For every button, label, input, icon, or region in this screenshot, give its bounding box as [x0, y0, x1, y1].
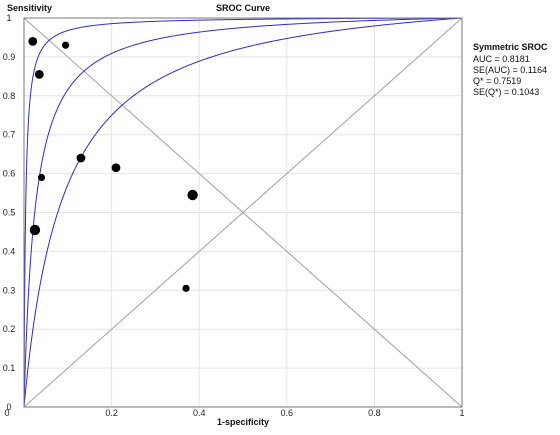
y-tick-label: 0.6	[3, 169, 16, 179]
stats-panel: Symmetric SROC AUC = 0.8181 SE(AUC) = 0.…	[473, 42, 548, 97]
grid-lines	[24, 18, 462, 407]
x-tick-label: 0.8	[368, 408, 381, 418]
sroc-upper-bound-curve	[23, 17, 463, 407]
reference-lines	[23, 17, 463, 408]
y-tick-label: 0.7	[3, 130, 16, 140]
y-axis-title: Sensitivity	[7, 3, 52, 13]
study-point	[34, 70, 44, 79]
x-tick-label: 0.6	[281, 408, 294, 418]
stats-se-q-star: SE(Q*) = 0.1043	[473, 87, 539, 97]
stats-auc: AUC = 0.8181	[473, 54, 530, 64]
chart-title: SROC Curve	[216, 3, 270, 13]
x-tick-label: 0	[4, 408, 9, 418]
stats-title: Symmetric SROC	[473, 42, 548, 52]
y-tick-label: 0.9	[3, 52, 16, 62]
sroc-lower-bound-curve	[23, 17, 463, 408]
y-tick-label: 0.2	[3, 324, 16, 334]
y-tick-label: 0.1	[3, 363, 16, 373]
study-point	[76, 153, 86, 163]
study-point	[111, 163, 121, 173]
y-tick-label: 0.3	[3, 285, 16, 295]
study-point	[187, 189, 198, 201]
sroc-curves	[23, 17, 463, 408]
study-points	[28, 36, 198, 292]
plot-frame	[23, 17, 463, 408]
x-axis-ticks: 0 0.2 0.4 0.6 0.8 1	[4, 408, 464, 418]
study-point	[182, 284, 190, 292]
study-point	[29, 224, 41, 236]
stats-q-star: Q* = 0.7519	[473, 76, 521, 86]
y-tick-label: 0.8	[3, 91, 16, 101]
x-axis-title: 1-specificity	[217, 417, 269, 427]
study-point	[28, 36, 38, 46]
study-point	[62, 41, 70, 49]
y-tick-label: 0.4	[3, 246, 16, 256]
sroc-curve	[23, 17, 463, 407]
x-tick-label: 0.4	[193, 408, 206, 418]
q-star-anti-diagonal-line	[23, 17, 463, 408]
study-point	[37, 173, 46, 182]
y-tick-label: 1	[6, 13, 11, 23]
stats-se-auc: SE(AUC) = 0.1164	[473, 65, 547, 75]
y-tick-label: 0	[6, 402, 11, 412]
y-axis-ticks: 0 0.1 0.2 0.3 0.4 0.5 0.6 0.7 0.8 0.9 1	[3, 13, 16, 412]
x-tick-label: 0.2	[105, 408, 118, 418]
x-tick-label: 1	[459, 408, 464, 418]
y-tick-label: 0.5	[3, 208, 16, 218]
